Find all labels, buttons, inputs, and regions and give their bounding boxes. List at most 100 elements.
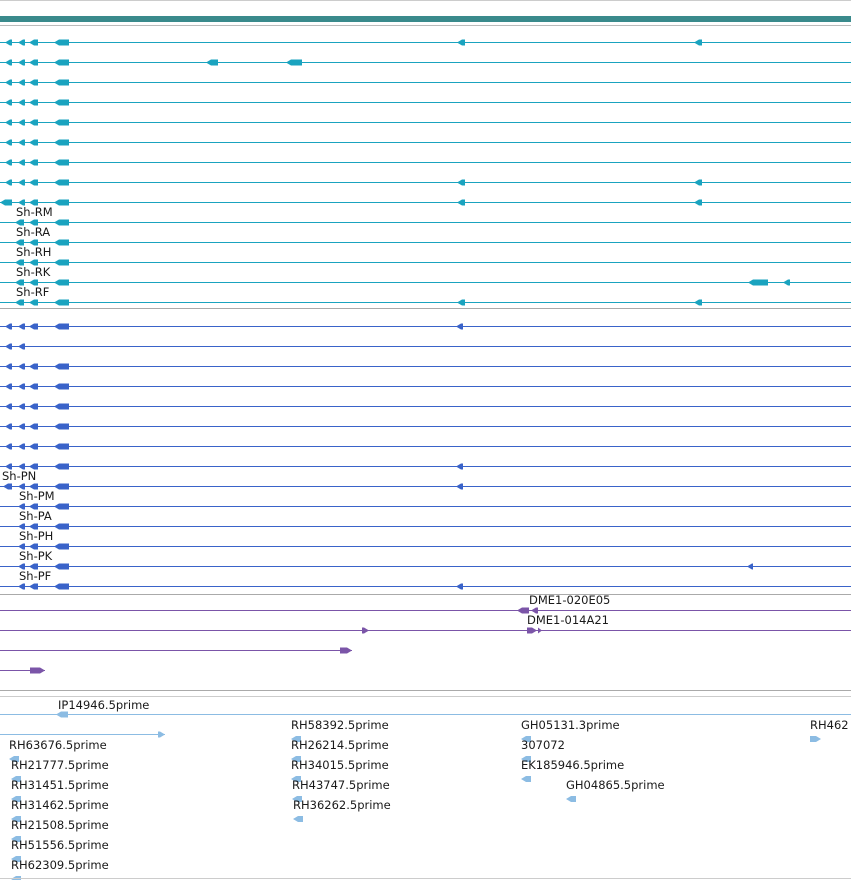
rna-exon[interactable] bbox=[54, 119, 69, 126]
protein-exon[interactable] bbox=[5, 463, 12, 470]
est-feature[interactable]: RH58392.5prime bbox=[291, 718, 389, 742]
rna-transcript[interactable] bbox=[0, 79, 851, 86]
clone-feature[interactable] bbox=[0, 627, 369, 634]
protein-transcript[interactable] bbox=[0, 403, 851, 410]
est-feature[interactable]: RH31451.5prime bbox=[11, 778, 109, 802]
rna-exon[interactable] bbox=[29, 199, 38, 206]
rna-exon[interactable] bbox=[18, 59, 25, 66]
rna-exon[interactable] bbox=[5, 39, 12, 46]
est-block[interactable] bbox=[11, 836, 21, 842]
rna-exon[interactable] bbox=[29, 59, 38, 66]
rna-exon[interactable] bbox=[29, 179, 38, 186]
protein-exon[interactable] bbox=[54, 363, 69, 370]
rna-transcript[interactable] bbox=[0, 119, 851, 126]
est-block[interactable] bbox=[566, 796, 576, 802]
clone-block[interactable] bbox=[531, 607, 538, 614]
est-feature[interactable]: RH21777.5prime bbox=[11, 758, 109, 782]
rna-exon[interactable] bbox=[15, 299, 24, 306]
protein-exon[interactable] bbox=[18, 463, 25, 470]
est-block[interactable] bbox=[293, 816, 303, 822]
protein-exon[interactable] bbox=[29, 363, 38, 370]
est-feature[interactable]: GH04865.5prime bbox=[566, 778, 665, 802]
rna-exon[interactable] bbox=[54, 159, 69, 166]
rna-exon[interactable] bbox=[457, 179, 465, 186]
rna-transcript[interactable]: Sh-RF bbox=[0, 285, 851, 306]
rna-exon[interactable] bbox=[29, 139, 38, 146]
rna-exon[interactable] bbox=[5, 159, 12, 166]
protein-exon[interactable] bbox=[29, 403, 38, 410]
rna-exon[interactable] bbox=[54, 59, 69, 66]
est-block[interactable] bbox=[158, 731, 165, 738]
rna-exon[interactable] bbox=[15, 279, 24, 286]
rna-exon[interactable] bbox=[18, 119, 25, 126]
protein-transcript[interactable]: Sh-PH bbox=[0, 529, 851, 550]
rna-transcript[interactable] bbox=[0, 99, 851, 106]
protein-exon[interactable] bbox=[18, 383, 25, 390]
rna-exon[interactable] bbox=[29, 239, 38, 246]
est-block[interactable] bbox=[291, 776, 301, 782]
protein-exon[interactable] bbox=[54, 323, 69, 330]
rna-transcript[interactable]: Sh-RK bbox=[0, 265, 851, 286]
protein-transcript[interactable]: Sh-PK bbox=[0, 549, 851, 570]
clone-feature[interactable] bbox=[0, 667, 45, 674]
rna-exon[interactable] bbox=[748, 279, 768, 286]
protein-transcript[interactable] bbox=[0, 383, 851, 390]
rna-exon[interactable] bbox=[206, 59, 218, 66]
rna-exon[interactable] bbox=[18, 179, 25, 186]
gene-span-bar[interactable] bbox=[0, 16, 851, 22]
protein-transcript[interactable] bbox=[0, 363, 851, 370]
protein-exon[interactable] bbox=[5, 343, 12, 350]
rna-exon[interactable] bbox=[5, 59, 12, 66]
protein-exon[interactable] bbox=[18, 323, 25, 330]
est-block[interactable] bbox=[521, 776, 531, 782]
rna-exon[interactable] bbox=[0, 199, 12, 206]
protein-exon[interactable] bbox=[54, 523, 69, 530]
clone-feature[interactable] bbox=[0, 647, 352, 654]
rna-exon[interactable] bbox=[5, 79, 12, 86]
protein-exon[interactable] bbox=[456, 583, 463, 590]
protein-exon[interactable] bbox=[29, 383, 38, 390]
protein-exon[interactable] bbox=[54, 483, 69, 490]
rna-exon[interactable] bbox=[5, 179, 12, 186]
est-block[interactable] bbox=[11, 856, 21, 862]
rna-transcript[interactable]: Sh-RA bbox=[0, 225, 851, 246]
rna-exon[interactable] bbox=[457, 199, 465, 206]
rna-exon[interactable] bbox=[54, 99, 69, 106]
protein-transcript[interactable]: Sh-PF bbox=[0, 569, 851, 590]
protein-exon[interactable] bbox=[54, 463, 69, 470]
protein-exon[interactable] bbox=[18, 523, 25, 530]
protein-transcript[interactable]: Sh-PM bbox=[0, 489, 851, 510]
est-feature[interactable]: RH26214.5prime bbox=[291, 738, 389, 762]
protein-exon[interactable] bbox=[456, 463, 463, 470]
rna-exon[interactable] bbox=[5, 99, 12, 106]
est-block[interactable] bbox=[291, 756, 301, 762]
protein-exon[interactable] bbox=[29, 463, 38, 470]
protein-exon[interactable] bbox=[54, 403, 69, 410]
est-feature[interactable]: GH05131.3prime bbox=[521, 718, 620, 742]
protein-transcript[interactable] bbox=[0, 463, 851, 470]
protein-exon[interactable] bbox=[18, 423, 25, 430]
est-block[interactable] bbox=[11, 816, 21, 822]
est-feature[interactable]: RH31462.5prime bbox=[11, 798, 109, 822]
rna-exon[interactable] bbox=[29, 219, 38, 226]
protein-transcript[interactable] bbox=[0, 423, 851, 430]
protein-exon[interactable] bbox=[456, 483, 463, 490]
rna-transcript[interactable] bbox=[0, 159, 851, 166]
protein-exon[interactable] bbox=[456, 323, 463, 330]
clone-block[interactable] bbox=[527, 627, 537, 634]
protein-transcript[interactable]: Sh-PN bbox=[0, 469, 851, 490]
protein-exon[interactable] bbox=[29, 443, 38, 450]
protein-exon[interactable] bbox=[18, 363, 25, 370]
rna-exon[interactable] bbox=[694, 39, 702, 46]
protein-exon[interactable] bbox=[29, 503, 38, 510]
rna-exon[interactable] bbox=[694, 199, 702, 206]
protein-exon[interactable] bbox=[5, 443, 12, 450]
est-feature[interactable]: RH43747.5prime bbox=[292, 778, 390, 802]
protein-transcript[interactable] bbox=[0, 323, 851, 330]
rna-exon[interactable] bbox=[54, 299, 69, 306]
rna-exon[interactable] bbox=[286, 59, 302, 66]
rna-transcript[interactable]: Sh-RH bbox=[0, 245, 851, 266]
est-feature[interactable]: IP14946.5prime bbox=[0, 698, 851, 738]
est-block[interactable] bbox=[9, 756, 19, 762]
rna-exon[interactable] bbox=[15, 259, 24, 266]
